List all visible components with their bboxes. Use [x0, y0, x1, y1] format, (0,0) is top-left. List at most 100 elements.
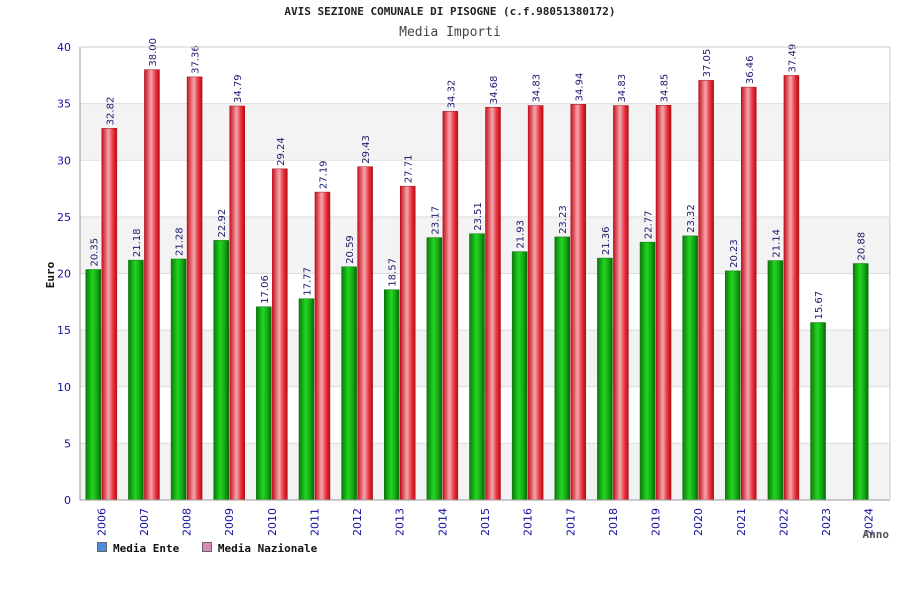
y-tick-label: 0 — [64, 494, 71, 507]
bar-media-nazionale-2016 — [527, 105, 544, 501]
bar-media-nazionale-2020 — [698, 80, 714, 501]
data-label: 34.79 — [233, 74, 244, 103]
y-tick-label: 15 — [57, 324, 71, 337]
bar-media-nazionale-2011 — [314, 191, 331, 501]
data-label: 34.83 — [532, 74, 543, 103]
data-label: 21.14 — [771, 229, 782, 258]
data-label: 23.17 — [430, 206, 441, 235]
bars — [85, 69, 869, 501]
x-tick-label: 2012 — [351, 508, 364, 536]
x-tick-label: 2016 — [522, 508, 535, 536]
bar-media-ente-2012 — [341, 266, 357, 501]
data-label: 23.51 — [473, 202, 484, 231]
x-tick-label: 2013 — [394, 508, 407, 536]
bar-media-nazionale-2019 — [655, 105, 672, 501]
bar-media-ente-2017 — [554, 236, 571, 501]
chart-subtitle: Media Importi — [399, 25, 501, 40]
data-label: 27.71 — [404, 155, 415, 184]
data-label: 15.67 — [814, 291, 825, 320]
bar-media-ente-2007 — [128, 259, 144, 501]
bar-media-nazionale-2013 — [399, 185, 416, 501]
x-tick-label: 2022 — [777, 508, 790, 536]
data-label: 36.46 — [745, 55, 756, 84]
data-label: 32.82 — [105, 97, 116, 126]
legend-swatch-media-nazionale — [201, 542, 212, 552]
bar-media-ente-2006 — [85, 269, 102, 501]
data-label: 29.24 — [276, 137, 287, 166]
x-tick-labels: 2006 2007 2008 2009 2010 2011 2012 2013 2014 2015… — [95, 508, 875, 536]
bar-media-nazionale-2006 — [101, 128, 118, 501]
data-label: 17.77 — [302, 267, 313, 296]
bar-media-ente-2011 — [298, 298, 315, 501]
y-tick-label: 20 — [57, 268, 71, 281]
y-tick-label: 35 — [57, 98, 71, 111]
data-label: 37.49 — [787, 44, 798, 73]
data-label: 37.05 — [702, 49, 713, 78]
bar-media-ente-2020 — [682, 235, 698, 501]
data-label: 34.83 — [617, 74, 628, 103]
x-tick-label: 2021 — [735, 508, 748, 536]
data-label: 20.59 — [345, 235, 356, 264]
legend-label-media-nazionale: Media Nazionale — [217, 542, 318, 555]
legend-label-media-ente: Media Ente — [113, 542, 180, 555]
data-label: 22.92 — [217, 209, 228, 238]
bar-media-nazionale-2012 — [357, 166, 373, 501]
y-tick-label: 40 — [57, 41, 71, 54]
bar-media-nazionale-2021 — [741, 86, 757, 501]
bar-media-ente-2008 — [170, 258, 187, 501]
bar-media-nazionale-2009 — [229, 105, 245, 501]
x-tick-label: 2018 — [607, 508, 620, 536]
bar-media-nazionale-2015 — [485, 106, 501, 501]
x-tick-label: 2008 — [181, 508, 194, 536]
bar-media-ente-2010 — [256, 306, 272, 501]
data-label: 22.77 — [644, 210, 655, 239]
bar-media-ente-2019 — [639, 241, 656, 501]
x-tick-label: 2019 — [650, 508, 663, 536]
y-tick-label: 30 — [57, 154, 71, 167]
x-axis-label: Anno — [863, 528, 890, 541]
x-tick-label: 2015 — [479, 508, 492, 536]
x-tick-label: 2024 — [863, 508, 876, 536]
x-tick-label: 2017 — [564, 508, 577, 536]
legend-item-media-nazionale: Media Nazionale — [201, 542, 318, 555]
x-tick-label: 2007 — [138, 508, 151, 536]
data-label: 29.43 — [361, 135, 372, 164]
bar-media-nazionale-2007 — [144, 69, 160, 501]
axes — [79, 46, 891, 501]
data-label: 38.00 — [148, 38, 159, 67]
data-label: 37.36 — [191, 45, 202, 74]
bar-media-ente-2014 — [426, 237, 443, 501]
legend: Media Ente Media Nazionale — [97, 542, 333, 555]
data-label: 21.93 — [516, 220, 527, 249]
data-label: 34.85 — [660, 74, 671, 103]
y-tick-label: 10 — [57, 381, 71, 394]
bar-media-ente-2009 — [213, 240, 229, 501]
data-label: 23.32 — [686, 204, 697, 233]
y-tick-label: 25 — [57, 211, 71, 224]
y-tick-label: 5 — [64, 437, 71, 450]
data-label: 20.23 — [729, 239, 740, 268]
x-tick-label: 2023 — [820, 508, 833, 536]
bar-media-nazionale-2014 — [442, 111, 459, 501]
data-label: 17.06 — [260, 275, 271, 304]
y-tick-labels: 0 5 10 15 20 25 30 35 40 — [57, 41, 71, 507]
bar-media-nazionale-2022 — [783, 75, 800, 501]
data-label: 21.28 — [175, 227, 186, 256]
bar-media-nazionale-2018 — [613, 105, 629, 501]
bar-media-ente-2024 — [852, 263, 869, 501]
legend-swatch-media-ente — [97, 542, 107, 552]
data-label: 34.32 — [446, 80, 457, 109]
bar-media-nazionale-2010 — [272, 168, 288, 501]
x-tick-label: 2020 — [692, 508, 705, 536]
bar-media-nazionale-2017 — [570, 104, 587, 501]
bar-media-ente-2013 — [383, 289, 400, 501]
bar-labels: 20.35 32.82 21.18 38.00 21.28 37.36 22.92 34.79… — [89, 38, 867, 320]
data-label: 27.19 — [318, 160, 329, 189]
chart-title: AVIS SEZIONE COMUNALE DI PISOGNE (c.f.98… — [284, 5, 616, 18]
bar-media-ente-2018 — [597, 257, 613, 501]
data-label: 20.88 — [857, 232, 868, 261]
bar-media-nazionale-2008 — [186, 76, 203, 501]
x-tick-label: 2009 — [223, 508, 236, 536]
